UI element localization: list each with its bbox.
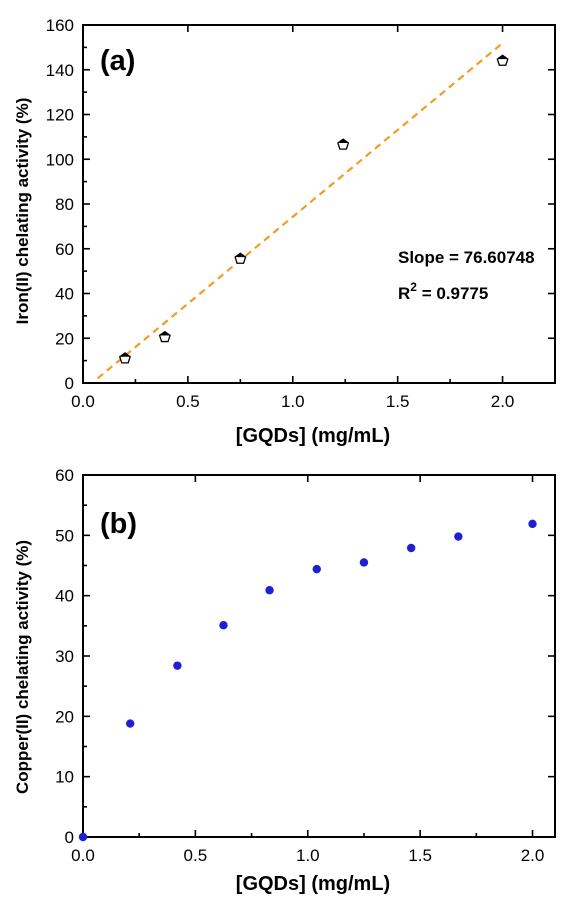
panel-b-y-tick-label: 30 [55, 647, 74, 666]
panel-a-x-tick-label: 2.0 [491, 392, 515, 411]
panel-b-data-point [454, 532, 463, 541]
panel-b-data-point [265, 586, 274, 595]
panel-a-x-tick-label: 0.5 [176, 392, 200, 411]
panel-b-x-tick-label: 2.0 [521, 846, 545, 865]
panel-b-y-tick-label: 40 [55, 587, 74, 606]
panel-a-x-axis-title: [GQDs] (mg/mL) [236, 425, 390, 447]
r-squared-annotation: R2 = 0.9775 [398, 280, 488, 303]
panel-b-x-tick-label: 0.5 [184, 846, 208, 865]
panel-b-copper-chart: (b) [GQDs] (mg/mL) Copper(II) chelating … [13, 466, 556, 895]
panel-b-y-axis-title: Copper(II) chelating activity (%) [13, 540, 32, 794]
panel-b-plot-frame [82, 474, 556, 838]
panel-a-data-point [337, 138, 350, 150]
panel-b-y-tick-label: 10 [55, 768, 74, 787]
r-squared-value: = 0.9775 [417, 284, 488, 303]
panel-b-y-tick-label: 0 [65, 828, 74, 847]
panel-b-data-point [312, 564, 321, 574]
panel-b-y-tick-label: 50 [55, 526, 74, 545]
panel-a-x-tick-label: 1.5 [386, 392, 410, 411]
panel-b-data-point [219, 621, 228, 630]
panel-a-y-tick-label: 160 [46, 16, 74, 35]
panel-b-y-tick-label: 20 [55, 707, 74, 726]
panel-a-iron-chart: (a) Slope = 76.60748 R2 = 0.9775 [GQDs] … [13, 16, 556, 447]
panel-b-label: (b) [100, 508, 137, 540]
panel-a-y-tick-label: 80 [55, 195, 74, 214]
panel-b-data-point [406, 543, 416, 553]
panel-b-data-point [78, 832, 88, 842]
panel-a-label: (a) [100, 45, 135, 77]
panel-a-plot-frame [82, 24, 556, 384]
r-squared-prefix: R [398, 284, 410, 303]
panel-b-x-tick-label: 1.0 [296, 846, 320, 865]
panel-a-y-axis-title: Iron(II) chelating activity (%) [13, 98, 32, 325]
panel-a-y-tick-label: 140 [46, 61, 74, 80]
panel-a-y-tick-label: 0 [65, 374, 74, 393]
panel-a-y-tick-label: 100 [46, 150, 74, 169]
panel-a-y-tick-label: 120 [46, 106, 74, 125]
panel-a-data-point [234, 252, 247, 264]
panel-a-y-tick-label: 40 [55, 285, 74, 304]
panel-a-x-tick-label: 1.0 [281, 392, 305, 411]
panel-b-data-point [528, 519, 537, 529]
panel-b-x-tick-label: 1.5 [408, 846, 432, 865]
panel-b-data-point [359, 558, 369, 567]
panel-a-y-tick-label: 20 [55, 329, 74, 348]
slope-annotation: Slope = 76.60748 [398, 248, 535, 267]
panel-a-data-point [118, 352, 131, 364]
panel-a-data-point [158, 330, 171, 343]
panel-a-x-tick-label: 0.0 [71, 392, 95, 411]
r-squared-superscript: 2 [410, 280, 417, 294]
panel-b-data-point [173, 661, 182, 670]
panel-a-fit-line [96, 42, 504, 380]
panel-a-y-tick-label: 60 [55, 240, 74, 259]
panel-a-data-point [496, 54, 509, 66]
panel-b-x-tick-label: 0.0 [71, 846, 95, 865]
panel-b-y-tick-label: 60 [55, 466, 74, 485]
panel-b-x-axis-title: [GQDs] (mg/mL) [236, 873, 390, 895]
panel-b-data-point [126, 719, 135, 728]
